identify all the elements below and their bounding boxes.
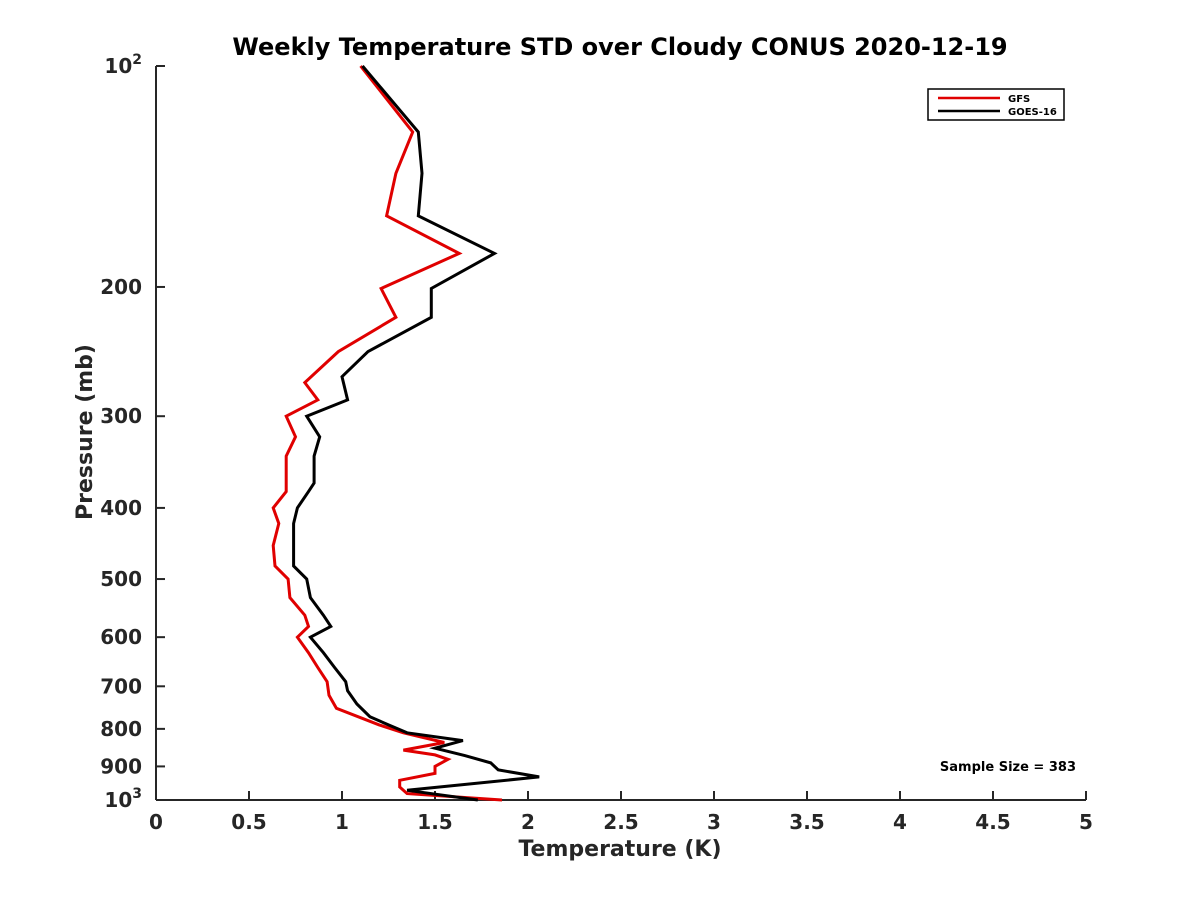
- axes: [155, 66, 1086, 801]
- legend: GFS GOES-16: [927, 88, 1065, 121]
- y-axis-label: Pressure (mb): [73, 344, 98, 520]
- y-tick-label: 500: [100, 567, 142, 591]
- y-tick-label: 700: [100, 674, 142, 698]
- y-tick-label: 900: [100, 754, 142, 778]
- y-ticks: 102 200 300 400 500 600 700 800 900 103: [100, 52, 165, 812]
- x-tick-label: 1.5: [417, 810, 452, 834]
- chart-title: Weekly Temperature STD over Cloudy CONUS…: [232, 33, 1007, 61]
- legend-label: GFS: [1008, 94, 1030, 105]
- x-tick-label: 5: [1079, 810, 1093, 834]
- y-tick-label: 102: [104, 52, 142, 78]
- x-axis-label: Temperature (K): [518, 837, 721, 862]
- x-tick-label: 3.5: [789, 810, 824, 834]
- y-tick-label: 200: [100, 275, 142, 299]
- series-line-goes-16: [292, 65, 540, 802]
- x-tick-label: 3: [707, 810, 721, 834]
- x-tick-label: 0: [149, 810, 163, 834]
- sample-size-annotation: Sample Size = 383: [940, 760, 1076, 775]
- x-ticks: 0 0.5 1 1.5 2 2.5 3 3.5 4 4.5 5: [149, 791, 1093, 834]
- y-tick-label: 800: [100, 717, 142, 741]
- x-tick-label: 4: [893, 810, 907, 834]
- y-tick-label: 600: [100, 625, 142, 649]
- x-tick-label: 1: [335, 810, 349, 834]
- series-line-gfs: [271, 65, 503, 802]
- x-tick-label: 4.5: [975, 810, 1010, 834]
- legend-label: GOES-16: [1008, 107, 1057, 118]
- legend-box: [927, 88, 1065, 121]
- x-tick-label: 2.5: [603, 810, 638, 834]
- y-tick-label: 300: [100, 404, 142, 428]
- x-tick-label: 0.5: [231, 810, 266, 834]
- y-tick-label: 400: [100, 496, 142, 520]
- series-layer: [271, 65, 540, 802]
- x-tick-label: 2: [521, 810, 535, 834]
- y-tick-label: 103: [104, 786, 142, 812]
